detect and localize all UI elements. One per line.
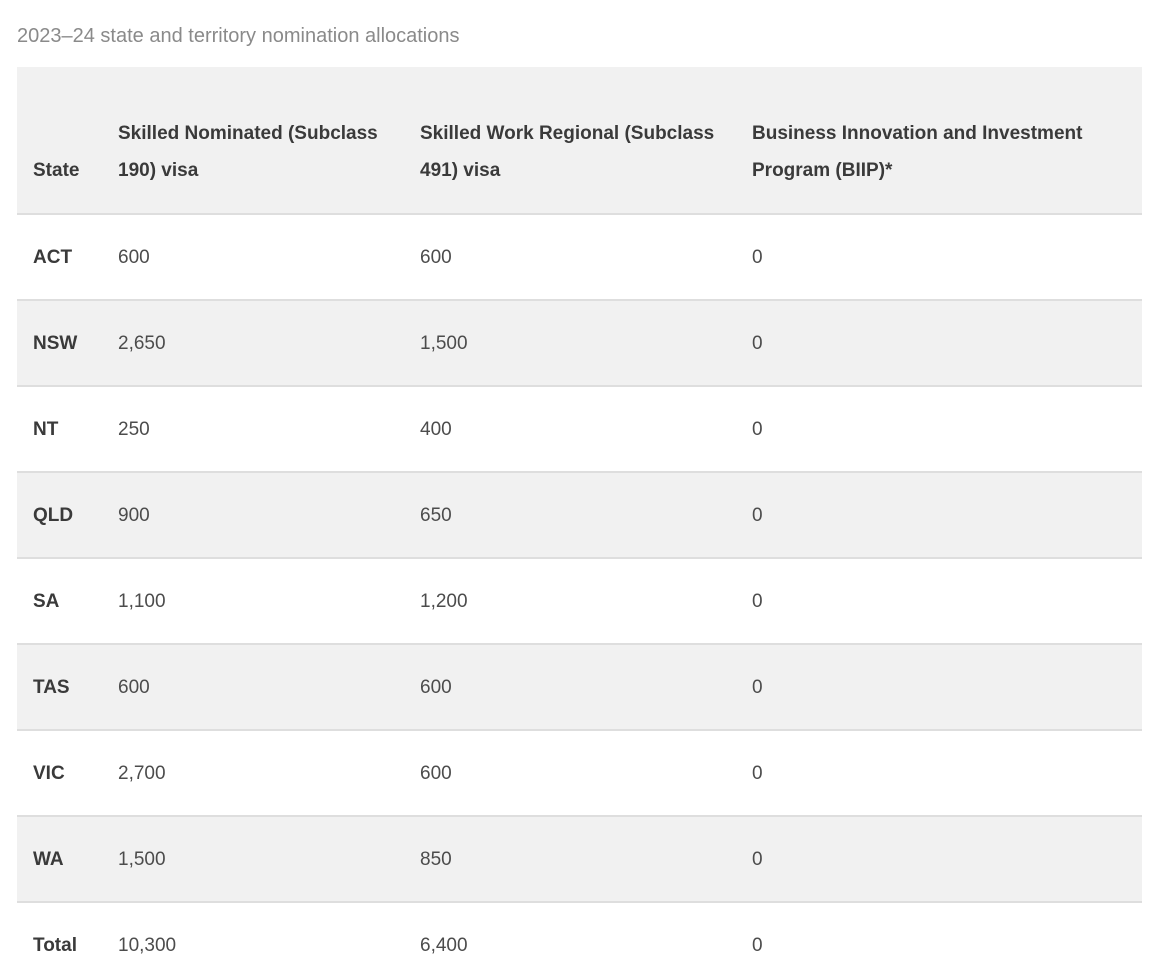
cell-biip: 0 [752,935,763,956]
cell-state: NSW [33,332,78,354]
header-row: State Skilled Nominated (Subclass 190) v… [17,67,1142,214]
table-row-nsw: NSW 2,650 1,500 0 [17,300,1142,386]
cell-subclass-190: 2,700 [118,762,166,784]
table-header: State Skilled Nominated (Subclass 190) v… [17,67,1142,214]
column-header-biip: Business Innovation and Investment Progr… [752,123,1083,181]
column-header-state: State [33,160,80,181]
table-row-total: Total 10,300 6,400 0 [17,902,1142,978]
table-row-act: ACT 600 600 0 [17,214,1142,300]
cell-subclass-491: 850 [420,848,452,870]
cell-state: VIC [33,762,65,784]
cell-state: NT [33,418,59,440]
cell-biip: 0 [752,762,763,784]
table-row-wa: WA 1,500 850 0 [17,816,1142,902]
cell-subclass-491: 650 [420,504,452,526]
cell-biip: 0 [752,246,763,268]
cell-subclass-190: 250 [118,418,150,440]
cell-biip: 0 [752,676,763,698]
cell-subclass-190: 1,500 [118,848,166,870]
cell-subclass-491: 600 [420,246,452,268]
table-row-vic: VIC 2,700 600 0 [17,730,1142,816]
cell-subclass-491: 600 [420,762,452,784]
table-row-tas: TAS 600 600 0 [17,644,1142,730]
cell-subclass-491: 6,400 [420,935,468,956]
cell-subclass-190: 600 [118,676,150,698]
cell-subclass-190: 600 [118,246,150,268]
column-header-subclass-491: Skilled Work Regional (Subclass 491) vis… [420,123,715,181]
cell-biip: 0 [752,418,763,440]
cell-biip: 0 [752,332,763,354]
cell-biip: 0 [752,504,763,526]
cell-subclass-190: 10,300 [118,935,177,956]
cell-subclass-190: 1,100 [118,590,166,612]
cell-state: TAS [33,676,70,698]
cell-subclass-491: 1,500 [420,332,468,354]
cell-state: Total [33,935,77,956]
table-row-qld: QLD 900 650 0 [17,472,1142,558]
cell-state: WA [33,848,64,870]
cell-biip: 0 [752,590,763,612]
table-row-nt: NT 250 400 0 [17,386,1142,472]
nomination-allocations-table: State Skilled Nominated (Subclass 190) v… [17,67,1142,978]
cell-subclass-190: 900 [118,504,150,526]
table-body: ACT 600 600 0 NSW 2,650 1,500 0 NT 250 4… [17,214,1142,978]
cell-state: SA [33,590,60,612]
cell-subclass-491: 600 [420,676,452,698]
cell-subclass-190: 2,650 [118,332,166,354]
table-row-sa: SA 1,100 1,200 0 [17,558,1142,644]
cell-state: ACT [33,246,73,268]
table-title: 2023–24 state and territory nomination a… [17,25,460,47]
column-header-subclass-190: Skilled Nominated (Subclass 190) visa [118,123,378,181]
cell-biip: 0 [752,848,763,870]
cell-subclass-491: 400 [420,418,452,440]
cell-state: QLD [33,504,74,526]
cell-subclass-491: 1,200 [420,590,468,612]
